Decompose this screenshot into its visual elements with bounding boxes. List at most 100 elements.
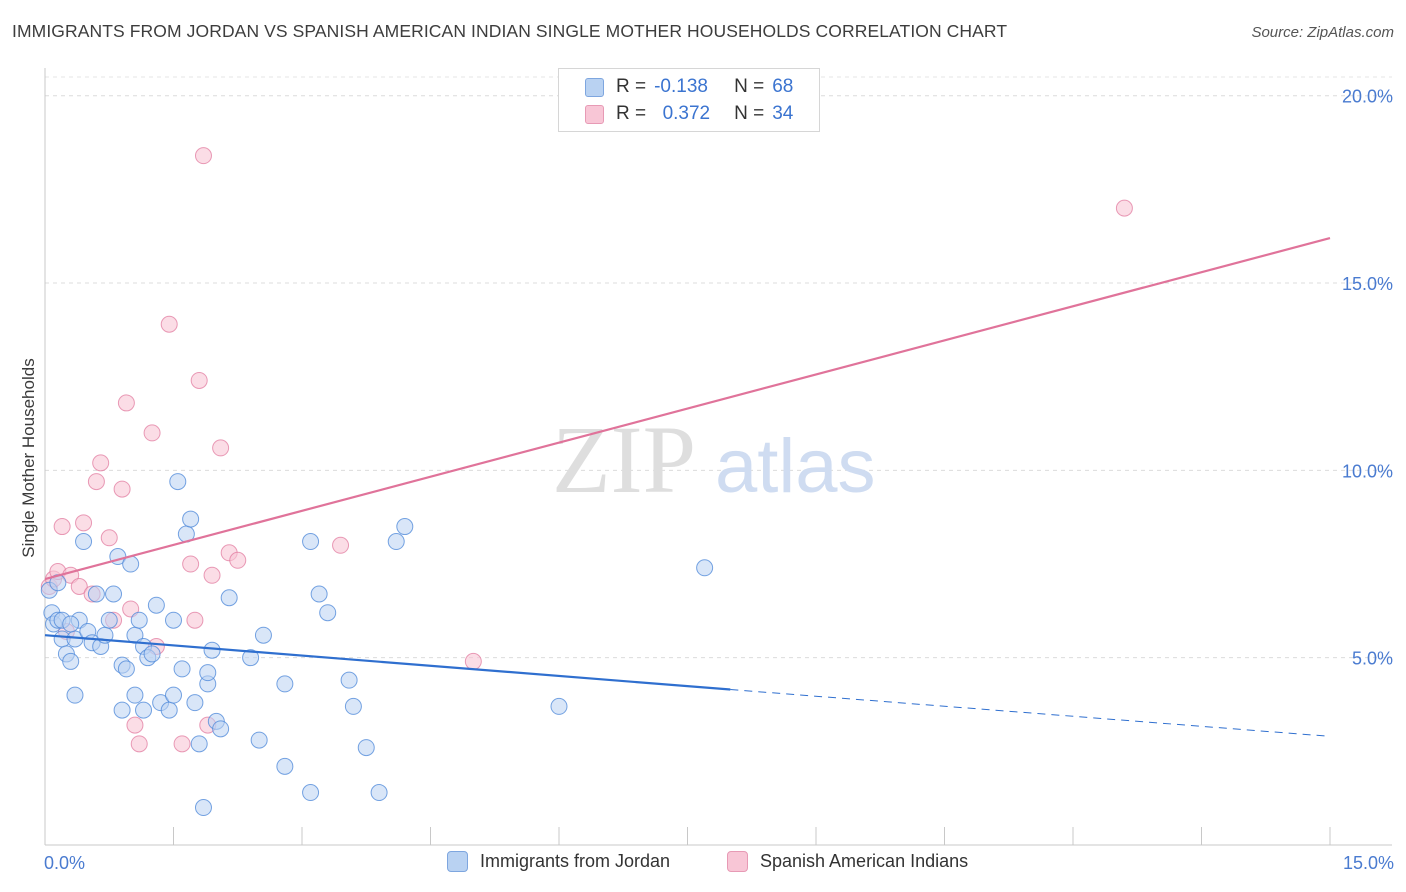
point-immigrants-from-jordan: [169, 473, 187, 491]
point-immigrants-from-jordan: [340, 671, 358, 689]
point-spanish-american-indians: [464, 652, 482, 670]
point-spanish-american-indians: [182, 555, 200, 573]
y-tick-label: 20.0%: [1342, 87, 1393, 107]
watermark-atlas: atlas: [715, 424, 876, 509]
point-immigrants-from-jordan: [199, 664, 217, 682]
x-tick-label-min: 0.0%: [44, 853, 86, 873]
point-spanish-american-indians: [126, 716, 144, 734]
point-immigrants-from-jordan: [75, 533, 93, 551]
point-spanish-american-indians: [190, 371, 208, 389]
point-immigrants-from-jordan: [387, 533, 405, 551]
point-immigrants-from-jordan: [113, 701, 131, 719]
point-spanish-american-indians: [100, 529, 118, 547]
legend-swatch-blue: [585, 77, 604, 97]
point-immigrants-from-jordan: [160, 701, 178, 719]
x-tick-label-max: 15.0%: [1342, 853, 1394, 873]
point-immigrants-from-jordan: [242, 649, 260, 667]
point-immigrants-from-jordan: [143, 645, 161, 663]
point-immigrants-from-jordan: [66, 686, 84, 704]
trend-line-immigrants-from-jordan-extension: [730, 689, 1331, 737]
legend-r-value: -0.138: [654, 76, 708, 97]
legend-n-label: N =: [734, 76, 765, 97]
point-spanish-american-indians: [186, 611, 204, 629]
point-immigrants-from-jordan: [186, 694, 204, 712]
legend-swatch-pink: [727, 851, 748, 872]
point-immigrants-from-jordan: [344, 697, 362, 715]
point-immigrants-from-jordan: [135, 701, 153, 719]
y-tick-label: 5.0%: [1352, 649, 1393, 669]
point-spanish-american-indians: [160, 315, 178, 333]
series-immigrants-from-jordan-points: [40, 473, 714, 817]
y-tick-label: 15.0%: [1342, 274, 1393, 294]
point-spanish-american-indians: [113, 480, 131, 498]
point-immigrants-from-jordan: [310, 585, 328, 603]
point-spanish-american-indians: [75, 514, 93, 532]
point-spanish-american-indians: [130, 735, 148, 753]
point-spanish-american-indians: [117, 394, 135, 412]
point-immigrants-from-jordan: [147, 596, 165, 614]
point-immigrants-from-jordan: [87, 585, 105, 603]
legend-swatch-pink: [585, 104, 604, 124]
point-immigrants-from-jordan: [302, 784, 320, 802]
legend-r-label: R =: [616, 103, 647, 124]
trend-line-immigrants-from-jordan: [44, 634, 731, 691]
point-immigrants-from-jordan: [100, 611, 118, 629]
point-spanish-american-indians: [70, 578, 88, 596]
point-immigrants-from-jordan: [194, 799, 212, 817]
point-immigrants-from-jordan: [173, 660, 191, 678]
point-immigrants-from-jordan: [254, 626, 272, 644]
legend-n-value: 68: [772, 76, 794, 97]
legend-row-jordan: R = -0.138 N = 68: [585, 75, 793, 99]
point-immigrants-from-jordan: [370, 784, 388, 802]
legend-r-value: 0.372: [662, 103, 711, 124]
y-tick-label: 10.0%: [1342, 461, 1393, 481]
point-immigrants-from-jordan: [165, 686, 182, 704]
point-spanish-american-indians: [92, 454, 110, 472]
y-tick-labels: 5.0% 10.0% 15.0% 20.0%: [1342, 87, 1393, 669]
point-spanish-american-indians: [332, 536, 350, 554]
correlation-legend: R = -0.138 N = 68 R = 0.372 N = 34: [558, 68, 820, 132]
watermark-zip: ZIP: [552, 406, 696, 513]
grid-lines: [45, 76, 1392, 659]
legend-label-jordan: Immigrants from Jordan: [480, 851, 671, 871]
point-immigrants-from-jordan: [117, 660, 135, 678]
point-immigrants-from-jordan: [357, 739, 375, 757]
legend-r-label: R =: [616, 76, 647, 97]
point-spanish-american-indians: [87, 473, 105, 491]
point-immigrants-from-jordan: [396, 518, 414, 536]
point-immigrants-from-jordan: [276, 675, 294, 693]
point-immigrants-from-jordan: [212, 720, 230, 738]
point-spanish-american-indians: [143, 424, 161, 442]
point-spanish-american-indians: [203, 566, 221, 584]
series-legend: Immigrants from Jordan Spanish American …: [0, 851, 1406, 879]
axes: [44, 68, 1392, 846]
point-immigrants-from-jordan: [165, 611, 182, 629]
point-immigrants-from-jordan: [302, 533, 320, 551]
legend-row-spanish: R = 0.372 N = 34: [585, 102, 793, 126]
point-spanish-american-indians: [194, 147, 212, 165]
point-spanish-american-indians: [122, 600, 140, 618]
legend-n-label: N =: [734, 103, 765, 124]
y-axis-label: Single Mother Households: [19, 358, 38, 558]
point-immigrants-from-jordan: [182, 510, 200, 528]
point-spanish-american-indians: [53, 518, 71, 536]
chart-title: IMMIGRANTS FROM JORDAN VS SPANISH AMERIC…: [12, 21, 1008, 41]
trend-lines: [44, 237, 1331, 737]
point-spanish-american-indians: [229, 551, 247, 569]
legend-item-jordan: Immigrants from Jordan: [447, 851, 670, 872]
legend-n-value: 34: [772, 103, 794, 124]
point-immigrants-from-jordan: [62, 615, 80, 633]
point-immigrants-from-jordan: [130, 611, 148, 629]
point-immigrants-from-jordan: [203, 641, 221, 659]
point-spanish-american-indians: [173, 735, 191, 753]
point-immigrants-from-jordan: [62, 652, 80, 670]
legend-swatch-blue: [447, 851, 468, 872]
point-immigrants-from-jordan: [250, 731, 268, 749]
point-immigrants-from-jordan: [105, 585, 123, 603]
point-immigrants-from-jordan: [550, 697, 568, 715]
point-immigrants-from-jordan: [190, 735, 208, 753]
point-immigrants-from-jordan: [126, 686, 144, 704]
point-immigrants-from-jordan: [220, 589, 238, 607]
watermark: ZIP atlas: [552, 406, 876, 513]
